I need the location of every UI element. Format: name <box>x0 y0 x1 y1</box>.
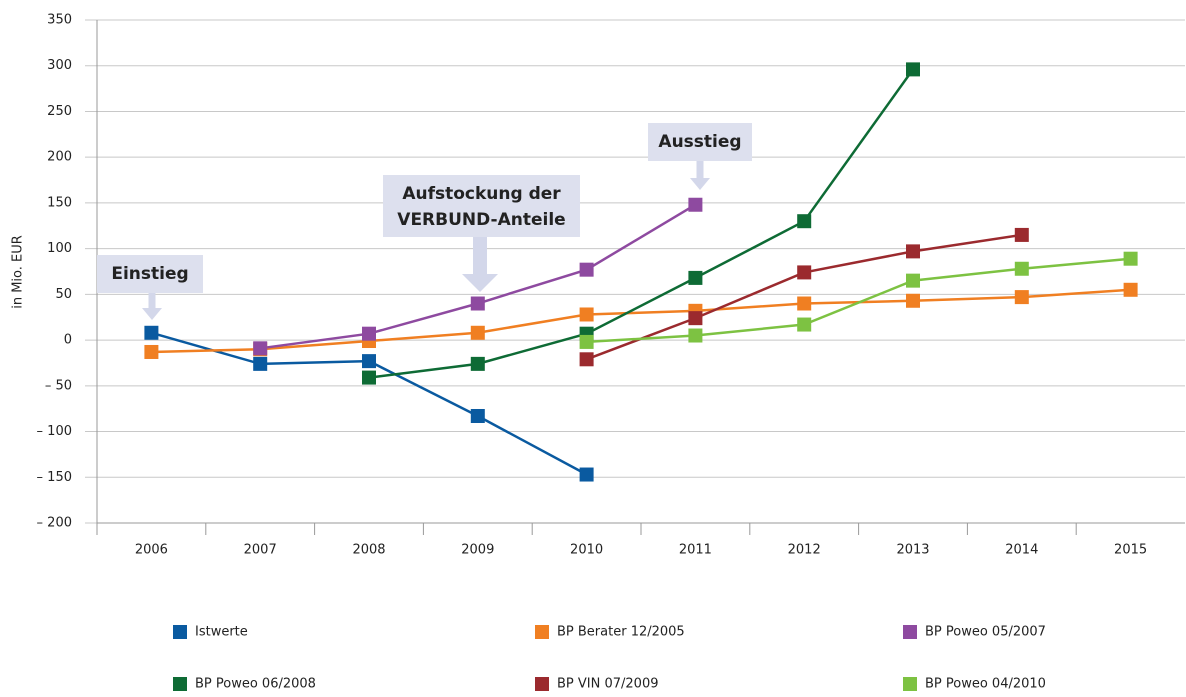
series-line <box>151 331 588 476</box>
marker <box>470 296 485 311</box>
y-tick-label: – 200 <box>37 516 72 531</box>
annotation-arrow <box>142 293 162 320</box>
marker <box>579 307 594 322</box>
x-tick-label: 2010 <box>570 543 603 558</box>
marker <box>362 354 376 369</box>
legend-swatch <box>173 625 187 639</box>
annotation-box <box>97 255 203 293</box>
y-tick-label: 50 <box>55 287 72 302</box>
marker <box>470 325 485 340</box>
annotation-text: VERBUND-Anteile <box>397 210 565 230</box>
annotation-text: Ausstieg <box>658 132 741 152</box>
y-tick-label: 300 <box>47 58 72 73</box>
marker <box>470 356 485 371</box>
annotation-box <box>648 123 752 161</box>
marker <box>688 311 703 326</box>
legend-label: Istwerte <box>195 625 248 640</box>
marker <box>579 352 594 367</box>
legend-swatch <box>173 677 187 691</box>
annotation-box <box>383 175 580 237</box>
marker <box>253 341 268 356</box>
x-tick-label: 2014 <box>1005 543 1038 558</box>
marker <box>688 270 703 285</box>
legend-label: BP Poweo 04/2010 <box>925 677 1046 692</box>
marker <box>1014 227 1029 242</box>
marker <box>688 197 703 212</box>
y-tick-label: – 50 <box>45 378 72 393</box>
y-tick-label: 150 <box>47 195 72 210</box>
legend-swatch <box>535 677 549 691</box>
x-tick-label: 2008 <box>352 543 385 558</box>
marker <box>1014 261 1029 276</box>
x-tick-label: 2009 <box>461 543 494 558</box>
marker <box>579 262 594 277</box>
marker <box>362 370 376 385</box>
marker <box>688 328 703 343</box>
marker <box>470 408 485 423</box>
y-tick-label: 0 <box>64 333 72 348</box>
y-axis-label: in Mio. EUR <box>11 235 26 309</box>
marker <box>797 317 812 332</box>
y-tick-label: – 150 <box>37 470 72 485</box>
series-line <box>151 288 1131 354</box>
marker <box>797 296 812 311</box>
legend-swatch <box>903 625 917 639</box>
legend-swatch <box>903 677 917 691</box>
marker <box>906 273 920 288</box>
legend-label: BP Poweo 05/2007 <box>925 625 1046 640</box>
series-line <box>368 68 915 379</box>
y-tick-label: 250 <box>47 104 72 119</box>
x-tick-label: 2015 <box>1114 543 1147 558</box>
legend-label: BP Berater 12/2005 <box>557 625 685 640</box>
marker <box>797 265 812 280</box>
series-line <box>586 257 1131 344</box>
annotation-text: Aufstockung der <box>402 184 561 204</box>
marker <box>144 325 159 340</box>
marker <box>253 356 268 371</box>
marker <box>1123 282 1138 297</box>
y-tick-label: – 100 <box>37 424 72 439</box>
annotation-arrow <box>690 161 710 190</box>
marker <box>906 62 920 77</box>
y-tick-label: 100 <box>47 241 72 256</box>
annotation-arrow <box>462 237 498 292</box>
x-tick-label: 2006 <box>135 543 168 558</box>
marker <box>1123 251 1138 266</box>
x-tick-label: 2012 <box>788 543 821 558</box>
x-tick-label: 2013 <box>896 543 929 558</box>
y-tick-label: 200 <box>47 150 72 165</box>
marker <box>797 214 812 229</box>
marker <box>1014 290 1029 305</box>
marker <box>144 344 159 359</box>
marker <box>579 467 594 482</box>
legend-label: BP Poweo 06/2008 <box>195 677 316 692</box>
annotation-text: Einstieg <box>111 264 188 284</box>
y-tick-label: 350 <box>47 13 72 28</box>
marker <box>906 244 920 259</box>
x-tick-label: 2007 <box>244 543 277 558</box>
marker <box>906 293 920 308</box>
legend-swatch <box>535 625 549 639</box>
marker <box>362 326 376 341</box>
legend-label: BP VIN 07/2009 <box>557 677 658 692</box>
x-tick-label: 2011 <box>679 543 712 558</box>
marker <box>579 334 594 349</box>
